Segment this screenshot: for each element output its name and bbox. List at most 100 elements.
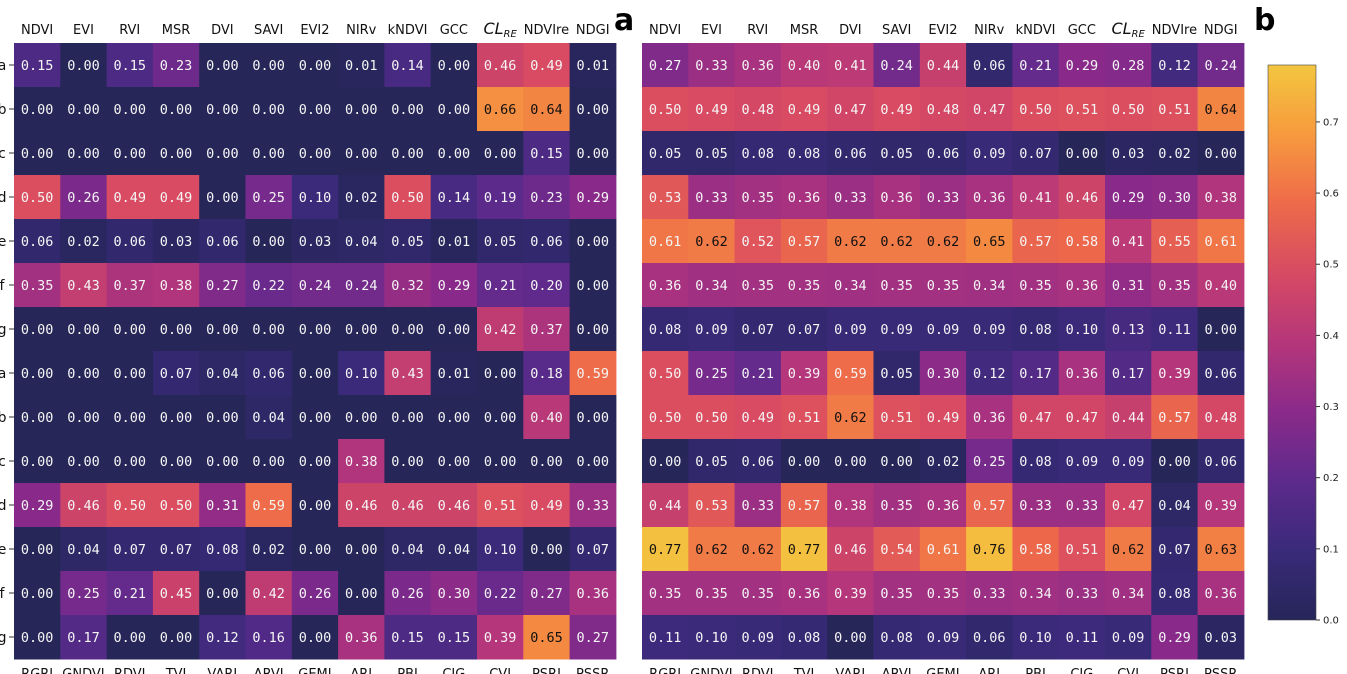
cell-value: 0.00 xyxy=(834,454,867,470)
cell-value: 0.04 xyxy=(438,542,471,558)
cell-value: 0.14 xyxy=(391,58,424,74)
cell-value: 0.35 xyxy=(649,586,682,602)
top-tick-label: EVI xyxy=(73,23,94,38)
cell-value: 0.00 xyxy=(1158,454,1191,470)
bottom-tick-label: PSSR xyxy=(576,667,609,674)
heatmap-cell xyxy=(569,87,617,132)
heatmap-cell xyxy=(1012,483,1060,528)
cell-value: 0.09 xyxy=(741,630,774,646)
heatmap-cell xyxy=(919,351,967,396)
cell-value: 0.59 xyxy=(252,498,285,514)
cell-value: 0.00 xyxy=(576,146,609,162)
cell-value: 0.57 xyxy=(1019,234,1052,250)
cell-value: 0.46 xyxy=(438,498,471,514)
heatmap-cell xyxy=(1058,43,1106,88)
cell-value: 0.06 xyxy=(206,234,239,250)
cell-value: 0.04 xyxy=(345,234,378,250)
cell-value: 0.00 xyxy=(438,410,471,426)
cell-value: 0.48 xyxy=(1204,410,1237,426)
cell-value: 0.58 xyxy=(1019,542,1052,558)
cell-value: 0.08 xyxy=(1019,322,1052,338)
heatmap-cell xyxy=(152,351,200,396)
cell-value: 0.51 xyxy=(880,410,913,426)
cell-value: 0.00 xyxy=(67,146,100,162)
top-tick-label: EVI2 xyxy=(300,23,329,38)
cell-value: 0.53 xyxy=(649,190,682,206)
heatmap-cell xyxy=(106,263,154,308)
heatmap-cell xyxy=(919,131,967,176)
cell-value: 0.24 xyxy=(1204,58,1237,74)
heatmap-cell xyxy=(245,87,293,132)
heatmap-cell xyxy=(430,263,478,308)
cell-value: 0.35 xyxy=(880,586,913,602)
heatmap-cell xyxy=(688,131,736,176)
heatmap-cell xyxy=(14,483,61,528)
heatmap-cell xyxy=(523,131,571,176)
top-tick-label: EVI2 xyxy=(928,23,957,38)
cell-value: 0.36 xyxy=(880,190,913,206)
heatmap-cell xyxy=(152,307,200,352)
heatmap-cell xyxy=(734,571,782,616)
cell-value: 0.38 xyxy=(345,454,378,470)
cell-value: 0.40 xyxy=(1204,278,1237,294)
heatmap-cell xyxy=(60,395,108,440)
heatmap-cell xyxy=(1197,175,1245,220)
heatmap-cell xyxy=(919,307,967,352)
cell-value: 0.00 xyxy=(484,410,517,426)
heatmap-cell xyxy=(642,439,689,484)
heatmap-cell xyxy=(827,571,874,616)
heatmap-cell xyxy=(780,263,828,308)
heatmap-cell xyxy=(919,219,967,264)
cell-value: 0.29 xyxy=(1066,58,1099,74)
heatmap-cell xyxy=(1105,263,1152,308)
cell-value: 0.37 xyxy=(113,278,146,294)
cell-value: 0.09 xyxy=(973,146,1006,162)
cell-value: 0.39 xyxy=(834,586,867,602)
cell-value: 0.00 xyxy=(113,102,146,118)
heatmap-cell xyxy=(827,131,874,176)
bottom-tick-label: GNDVI xyxy=(690,667,732,674)
cell-value: 0.02 xyxy=(1158,146,1191,162)
cell-value: 0.42 xyxy=(484,322,517,338)
cell-value: 0.57 xyxy=(1158,410,1191,426)
heatmap-cell xyxy=(919,43,967,88)
cell-value: 0.36 xyxy=(1066,366,1099,382)
top-tick-label: GCC xyxy=(440,23,468,38)
cell-value: 0.15 xyxy=(21,58,54,74)
cell-value: 0.00 xyxy=(299,146,332,162)
cell-value: 0.09 xyxy=(1066,454,1099,470)
row-tick-label: g xyxy=(0,630,6,646)
heatmap-cell xyxy=(827,483,874,528)
heatmap-cell xyxy=(873,527,921,572)
cell-value: 0.09 xyxy=(695,322,728,338)
cell-value: 0.00 xyxy=(206,58,239,74)
cell-value: 0.38 xyxy=(834,498,867,514)
cell-value: 0.00 xyxy=(345,102,378,118)
cell-value: 0.04 xyxy=(206,366,239,382)
heatmap-cell xyxy=(642,131,689,176)
cell-value: 0.06 xyxy=(113,234,146,250)
heatmap-cell xyxy=(1058,439,1106,484)
heatmap-cell xyxy=(780,483,828,528)
bottom-tick-label: PBI xyxy=(397,667,418,674)
cell-value: 0.50 xyxy=(160,498,193,514)
cell-value: 0.47 xyxy=(834,102,867,118)
cell-value: 0.66 xyxy=(484,102,517,118)
cell-value: 0.06 xyxy=(834,146,867,162)
heatmap-cell xyxy=(642,219,689,264)
cell-value: 0.00 xyxy=(345,410,378,426)
heatmap-cell xyxy=(384,615,432,660)
cell-value: 0.00 xyxy=(299,630,332,646)
cell-value: 0.55 xyxy=(1158,234,1191,250)
cell-value: 0.00 xyxy=(1066,146,1099,162)
heatmap-cell xyxy=(152,439,200,484)
colorbar-tick-label: 0.2 xyxy=(1323,473,1339,484)
cell-value: 0.58 xyxy=(1066,234,1099,250)
cell-value: 0.53 xyxy=(695,498,728,514)
cell-value: 0.48 xyxy=(927,102,960,118)
cell-value: 0.77 xyxy=(649,542,682,558)
cell-value: 0.50 xyxy=(1019,102,1052,118)
heatmap-cell xyxy=(245,571,293,616)
heatmap-cell xyxy=(827,527,874,572)
